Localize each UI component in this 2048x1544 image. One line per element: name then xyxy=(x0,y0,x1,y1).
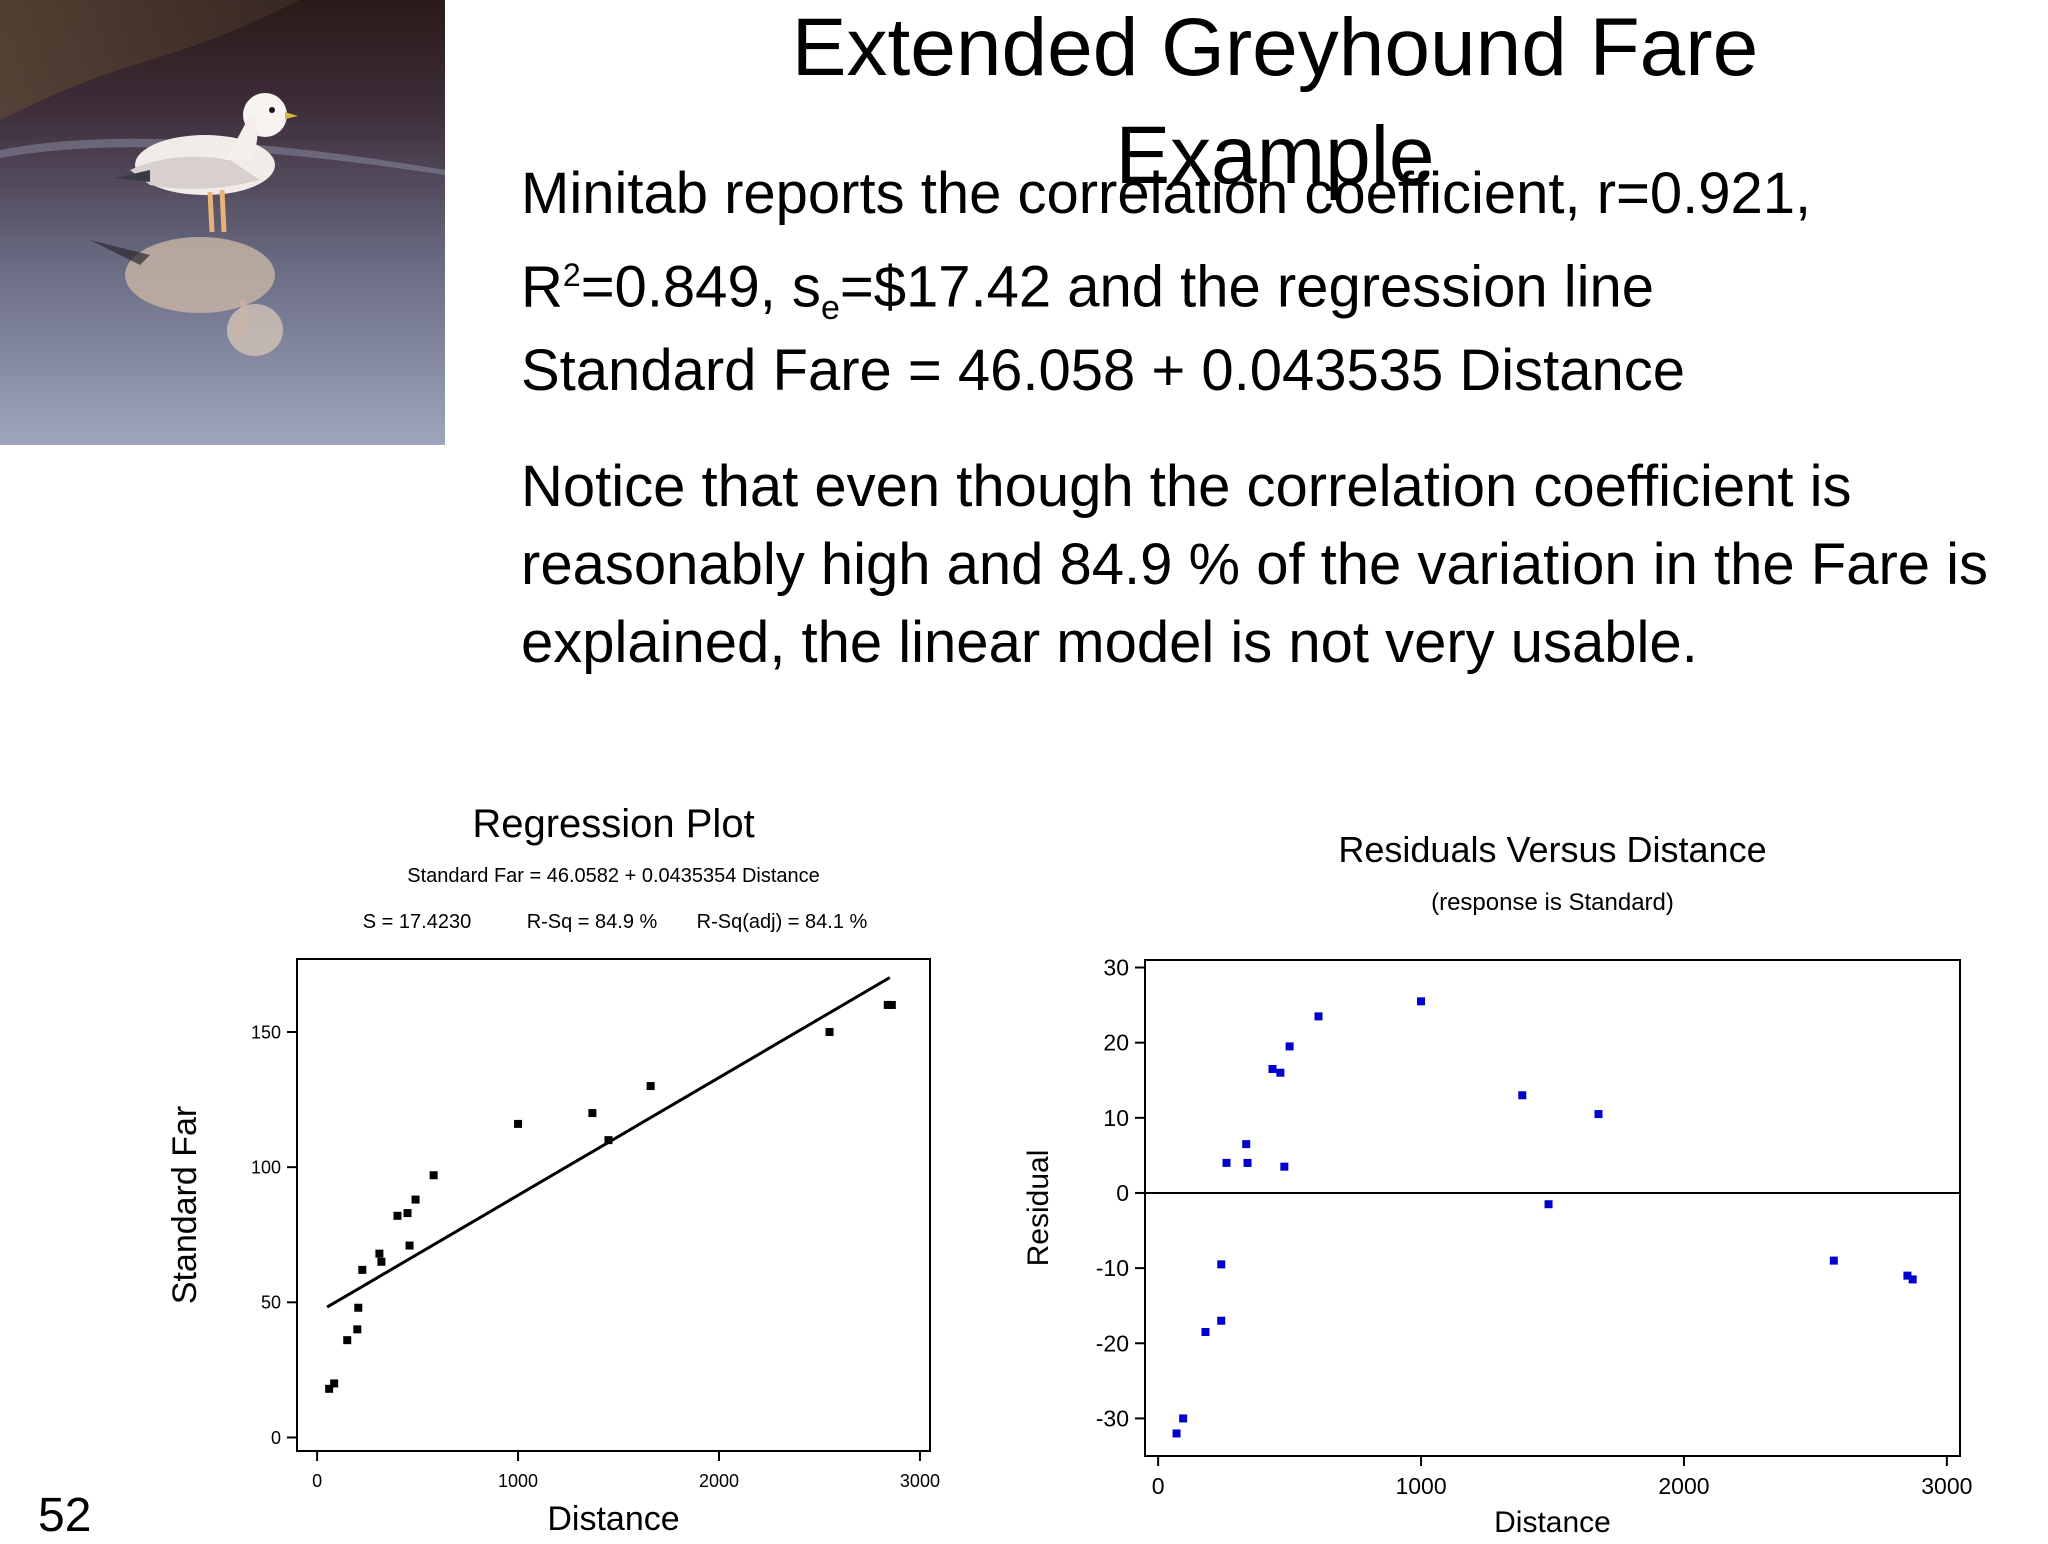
reg-ytick-label-0: 0 xyxy=(271,1428,281,1448)
res-point-6 xyxy=(1242,1140,1251,1149)
res-frame xyxy=(1144,959,1961,1457)
res-point-5 xyxy=(1222,1158,1231,1167)
reg-point-3 xyxy=(353,1325,362,1334)
reg-ylabel: Standard Far xyxy=(166,1106,204,1304)
reg-point-2 xyxy=(343,1336,352,1345)
regression-plot: Regression Plot Standard Far = 46.0582 + … xyxy=(166,802,940,1538)
res-point-17 xyxy=(1829,1256,1838,1265)
reg-ytick-label-2: 100 xyxy=(251,1157,281,1177)
res-point-8 xyxy=(1268,1064,1277,1073)
reg-xtick-label-1: 1000 xyxy=(498,1471,538,1491)
res-ytick-label-5: 20 xyxy=(1103,1030,1129,1056)
s-subscript: e xyxy=(820,288,840,327)
regression-equation: Standard Fare = 46.058 + 0.043535 Distan… xyxy=(521,338,1686,403)
reg-point-4 xyxy=(354,1303,363,1312)
res-ytick-label-4: 10 xyxy=(1103,1105,1129,1131)
reg-point-5 xyxy=(358,1265,367,1274)
reg-point-17 xyxy=(825,1027,834,1036)
reg-stat-2: R-Sq(adj) = 84.1 % xyxy=(697,911,868,933)
slide-title: Extended Greyhound Fare Example xyxy=(791,2,1759,201)
reg-stat-1: R-Sq = 84.9 % xyxy=(527,911,658,933)
correlation-line: Minitab reports the correlation coeffici… xyxy=(521,161,1812,226)
reg-xtick-label-0: 0 xyxy=(312,1471,322,1491)
r-superscript: 2 xyxy=(562,257,581,293)
res-point-14 xyxy=(1518,1091,1527,1100)
reg-point-11 xyxy=(411,1195,420,1204)
res-point-15 xyxy=(1544,1200,1553,1209)
res-ylabel: Residual xyxy=(1022,1150,1055,1267)
reg-point-6 xyxy=(375,1249,384,1258)
res-point-16 xyxy=(1594,1110,1603,1119)
seagull-photo xyxy=(0,0,445,445)
reg-frame xyxy=(296,958,931,1452)
reg-ytick-label-1: 50 xyxy=(261,1293,281,1313)
res-point-4 xyxy=(1217,1260,1226,1269)
r-value: =0.849, s xyxy=(580,254,821,320)
reg-xtick-label-3: 3000 xyxy=(900,1471,940,1491)
reg-point-14 xyxy=(588,1109,597,1118)
res-point-12 xyxy=(1314,1012,1323,1021)
reg-subtitle: Standard Far = 46.0582 + 0.0435354 Dista… xyxy=(407,865,820,887)
res-point-9 xyxy=(1276,1068,1285,1077)
r-squared-line: R2=0.849, se=$17.42 and the regression l… xyxy=(521,236,1654,347)
res-point-11 xyxy=(1285,1042,1294,1051)
reg-point-13 xyxy=(514,1119,523,1128)
res-point-7 xyxy=(1243,1158,1252,1167)
res-ytick-label-2: -10 xyxy=(1096,1255,1129,1281)
res-point-18 xyxy=(1903,1271,1912,1280)
reg-point-16 xyxy=(646,1082,655,1091)
res-xtick-label-3: 3000 xyxy=(1921,1473,1972,1499)
res-point-19 xyxy=(1908,1275,1917,1284)
reg-point-9 xyxy=(403,1209,412,1218)
res-subtitle: (response is Standard) xyxy=(1431,889,1674,916)
res-xtick-label-1: 1000 xyxy=(1395,1473,1446,1499)
reg-point-12 xyxy=(429,1171,438,1180)
res-xtick-label-0: 0 xyxy=(1152,1473,1165,1499)
res-point-10 xyxy=(1280,1162,1289,1171)
reg-point-18 xyxy=(883,1000,892,1009)
reg-stat-0: S = 17.4230 xyxy=(363,911,471,933)
res-point-0 xyxy=(1172,1429,1181,1438)
res-xlabel: Distance xyxy=(1494,1506,1611,1539)
r-symbol: R xyxy=(521,254,563,320)
seagull-photo-image xyxy=(0,0,445,445)
reg-point-8 xyxy=(393,1211,402,1220)
reg-point-19 xyxy=(887,1000,896,1009)
residuals-plot: Residuals Versus Distance (response is St… xyxy=(1022,829,1972,1539)
res-ytick-label-3: 0 xyxy=(1116,1180,1129,1206)
reg-point-10 xyxy=(405,1241,414,1250)
res-point-1 xyxy=(1179,1414,1188,1423)
res-point-3 xyxy=(1217,1316,1226,1325)
res-ytick-label-1: -20 xyxy=(1096,1330,1129,1356)
reg-point-7 xyxy=(377,1257,386,1266)
reg-xlabel: Distance xyxy=(547,1500,679,1538)
slide-number: 52 xyxy=(38,1489,92,1542)
reg-point-0 xyxy=(325,1384,334,1393)
res-ytick-label-0: -30 xyxy=(1096,1405,1129,1431)
reg-title: Regression Plot xyxy=(472,802,754,846)
res-xtick-label-2: 2000 xyxy=(1658,1473,1709,1499)
reg-xtick-label-2: 2000 xyxy=(699,1471,739,1491)
res-point-13 xyxy=(1417,997,1426,1006)
regression-line-text: =$17.42 and the regression line xyxy=(839,254,1655,320)
res-point-2 xyxy=(1201,1328,1210,1336)
reg-point-1 xyxy=(330,1379,339,1388)
res-ytick-label-6: 30 xyxy=(1103,955,1129,981)
res-title: Residuals Versus Distance xyxy=(1338,829,1766,870)
reg-ytick-label-3: 150 xyxy=(251,1022,281,1042)
reg-point-15 xyxy=(604,1136,613,1145)
notice-paragraph: Notice that even though the correlation … xyxy=(521,454,1989,675)
